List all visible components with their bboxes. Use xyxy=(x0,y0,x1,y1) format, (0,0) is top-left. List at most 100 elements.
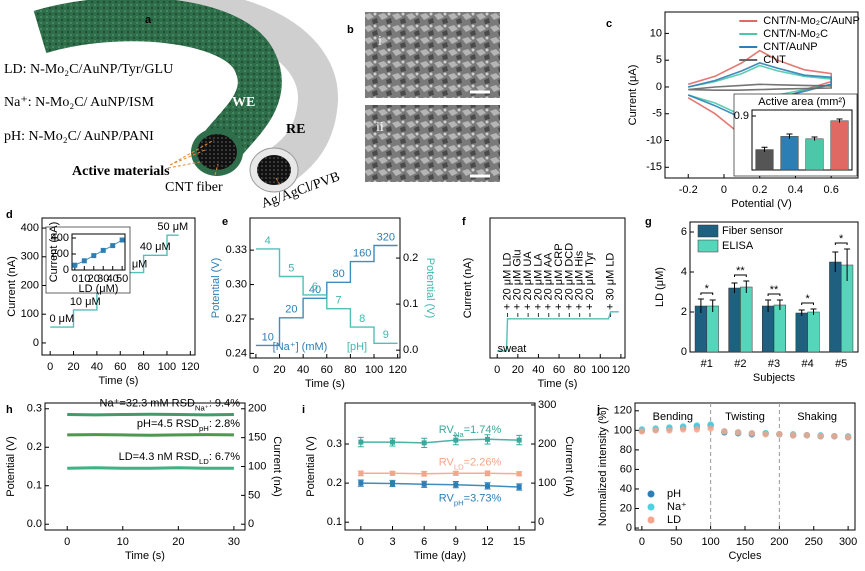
panel-label: j xyxy=(596,404,600,416)
data-marker xyxy=(390,439,395,445)
x-tick-label: 40 xyxy=(107,273,119,285)
x-axis-label: LD (μM) xyxy=(79,283,119,295)
y2-tick-label: 50 xyxy=(248,489,260,501)
error-bar xyxy=(810,308,817,315)
step-label: 40 μM xyxy=(140,241,171,253)
x-axis-label: Time (day) xyxy=(414,550,466,562)
y2-tick-label: 300 xyxy=(538,399,556,411)
y-tick-label: 0.2 xyxy=(27,441,42,453)
x-tick-label: 300 xyxy=(839,536,857,548)
bar xyxy=(807,311,820,353)
y-tick-label: 60 xyxy=(620,463,632,475)
annotation-text: : 9.4% xyxy=(209,398,240,410)
y2-tick-label: 0.0 xyxy=(403,344,418,356)
legend-label: CNT/AuNP xyxy=(763,41,817,53)
significance-bracket xyxy=(767,293,781,296)
y-tick-label: 0 xyxy=(626,522,632,534)
x-tick-label: #4 xyxy=(801,358,813,370)
x-tick-label: 50 xyxy=(116,273,128,285)
panel-label: e xyxy=(222,216,228,228)
annotation-text: pH=4.5 RSD xyxy=(137,418,199,430)
data-point xyxy=(638,428,646,435)
event-label: + 20 μM UA xyxy=(522,251,534,310)
data-line xyxy=(67,412,234,417)
data-marker xyxy=(91,253,97,259)
bar xyxy=(740,286,753,353)
legend-label: Fiber sensor xyxy=(722,225,783,237)
electrode-label: RE xyxy=(286,122,305,137)
x-tick-label: 100 xyxy=(701,536,719,548)
error-bar xyxy=(765,299,772,312)
significance-label: * xyxy=(705,283,710,295)
x-tick-label: 20 xyxy=(67,361,79,373)
x-tick-label: 40 xyxy=(297,364,309,376)
y-tick-label: 120 xyxy=(614,405,632,417)
data-marker xyxy=(390,470,395,476)
fiber-illustration xyxy=(33,0,338,193)
error-bar xyxy=(836,118,843,123)
x-tick-label: 20 xyxy=(88,273,100,285)
x-tick-label: 12 xyxy=(481,536,493,548)
x-tick-label: 80 xyxy=(574,364,586,376)
data-point xyxy=(693,426,701,433)
series-annotation: LD=4.3 nM RSDLD: 6.7% xyxy=(119,451,241,466)
step-label: 6 xyxy=(312,281,318,293)
x-tick-label: 100 xyxy=(158,361,176,373)
annotation-subscript: LD xyxy=(454,462,464,471)
annotation-subscript: LD xyxy=(199,457,209,466)
x-tick-label: 15 xyxy=(513,536,525,548)
bar xyxy=(829,261,842,353)
data-marker xyxy=(516,437,522,443)
y2-tick-label: 0 xyxy=(538,516,544,528)
x-tick-label: 30 xyxy=(97,273,109,285)
step-label: 0 μM xyxy=(50,313,75,325)
x-tick-label: 120 xyxy=(388,364,406,376)
inset-background xyxy=(45,226,131,294)
plot-frame xyxy=(41,217,196,356)
legend-label: ELISA xyxy=(722,240,754,252)
data-line xyxy=(67,466,234,470)
x-axis-label: Time (s) xyxy=(538,378,578,390)
y2-tick-label: 100 xyxy=(248,460,266,472)
data-marker xyxy=(485,483,490,489)
data-marker xyxy=(100,247,106,253)
layer-label: LD: N-Mo₂C/AuNP/Tyr/GLU xyxy=(4,62,173,77)
data-marker xyxy=(81,258,87,264)
data-point xyxy=(652,427,659,434)
bar xyxy=(830,120,849,171)
data-point xyxy=(734,429,742,436)
legend-label: CNT/N-Mo₂C xyxy=(763,28,828,40)
image-label: ii xyxy=(376,120,384,135)
series-annotation: Na⁺=32.3 mM RSDNa⁺: 9.4% xyxy=(100,398,241,413)
x-tick-label: 6 xyxy=(421,536,427,548)
annotation-text: =1.74% xyxy=(464,424,502,436)
y-tick-label: 2 xyxy=(681,306,687,318)
annotation-subscript: pH xyxy=(199,423,209,432)
data-line xyxy=(497,311,619,352)
bar xyxy=(795,312,808,353)
legend-label: LD xyxy=(667,514,681,526)
x-tick-label: 0.6 xyxy=(824,184,839,196)
data-point xyxy=(776,431,783,438)
panel-label: h xyxy=(6,404,13,416)
section-label: Twisting xyxy=(725,411,765,423)
plot-frame xyxy=(71,233,126,271)
error-bar xyxy=(844,248,851,281)
step-label: 10 xyxy=(262,331,274,343)
x-tick-label: 30 xyxy=(228,536,240,548)
x-tick-label: 0 xyxy=(494,364,500,376)
step-label: 320 xyxy=(377,231,395,243)
x-axis-label: Time (s) xyxy=(125,550,165,562)
x-tick-label: 150 xyxy=(736,536,754,548)
data-point xyxy=(679,426,687,433)
significance-bracket xyxy=(734,274,747,277)
legend-swatch xyxy=(697,239,719,253)
pointer xyxy=(214,163,281,186)
y-tick-label: 100 xyxy=(21,308,39,320)
x-tick-label: #5 xyxy=(835,358,847,370)
plot-frame xyxy=(664,11,859,179)
series-label: [pH] xyxy=(347,341,367,353)
y-tick-label: 0 xyxy=(681,346,687,358)
x-tick-label: 60 xyxy=(114,361,126,373)
y2-tick-label: 100 xyxy=(538,477,556,489)
